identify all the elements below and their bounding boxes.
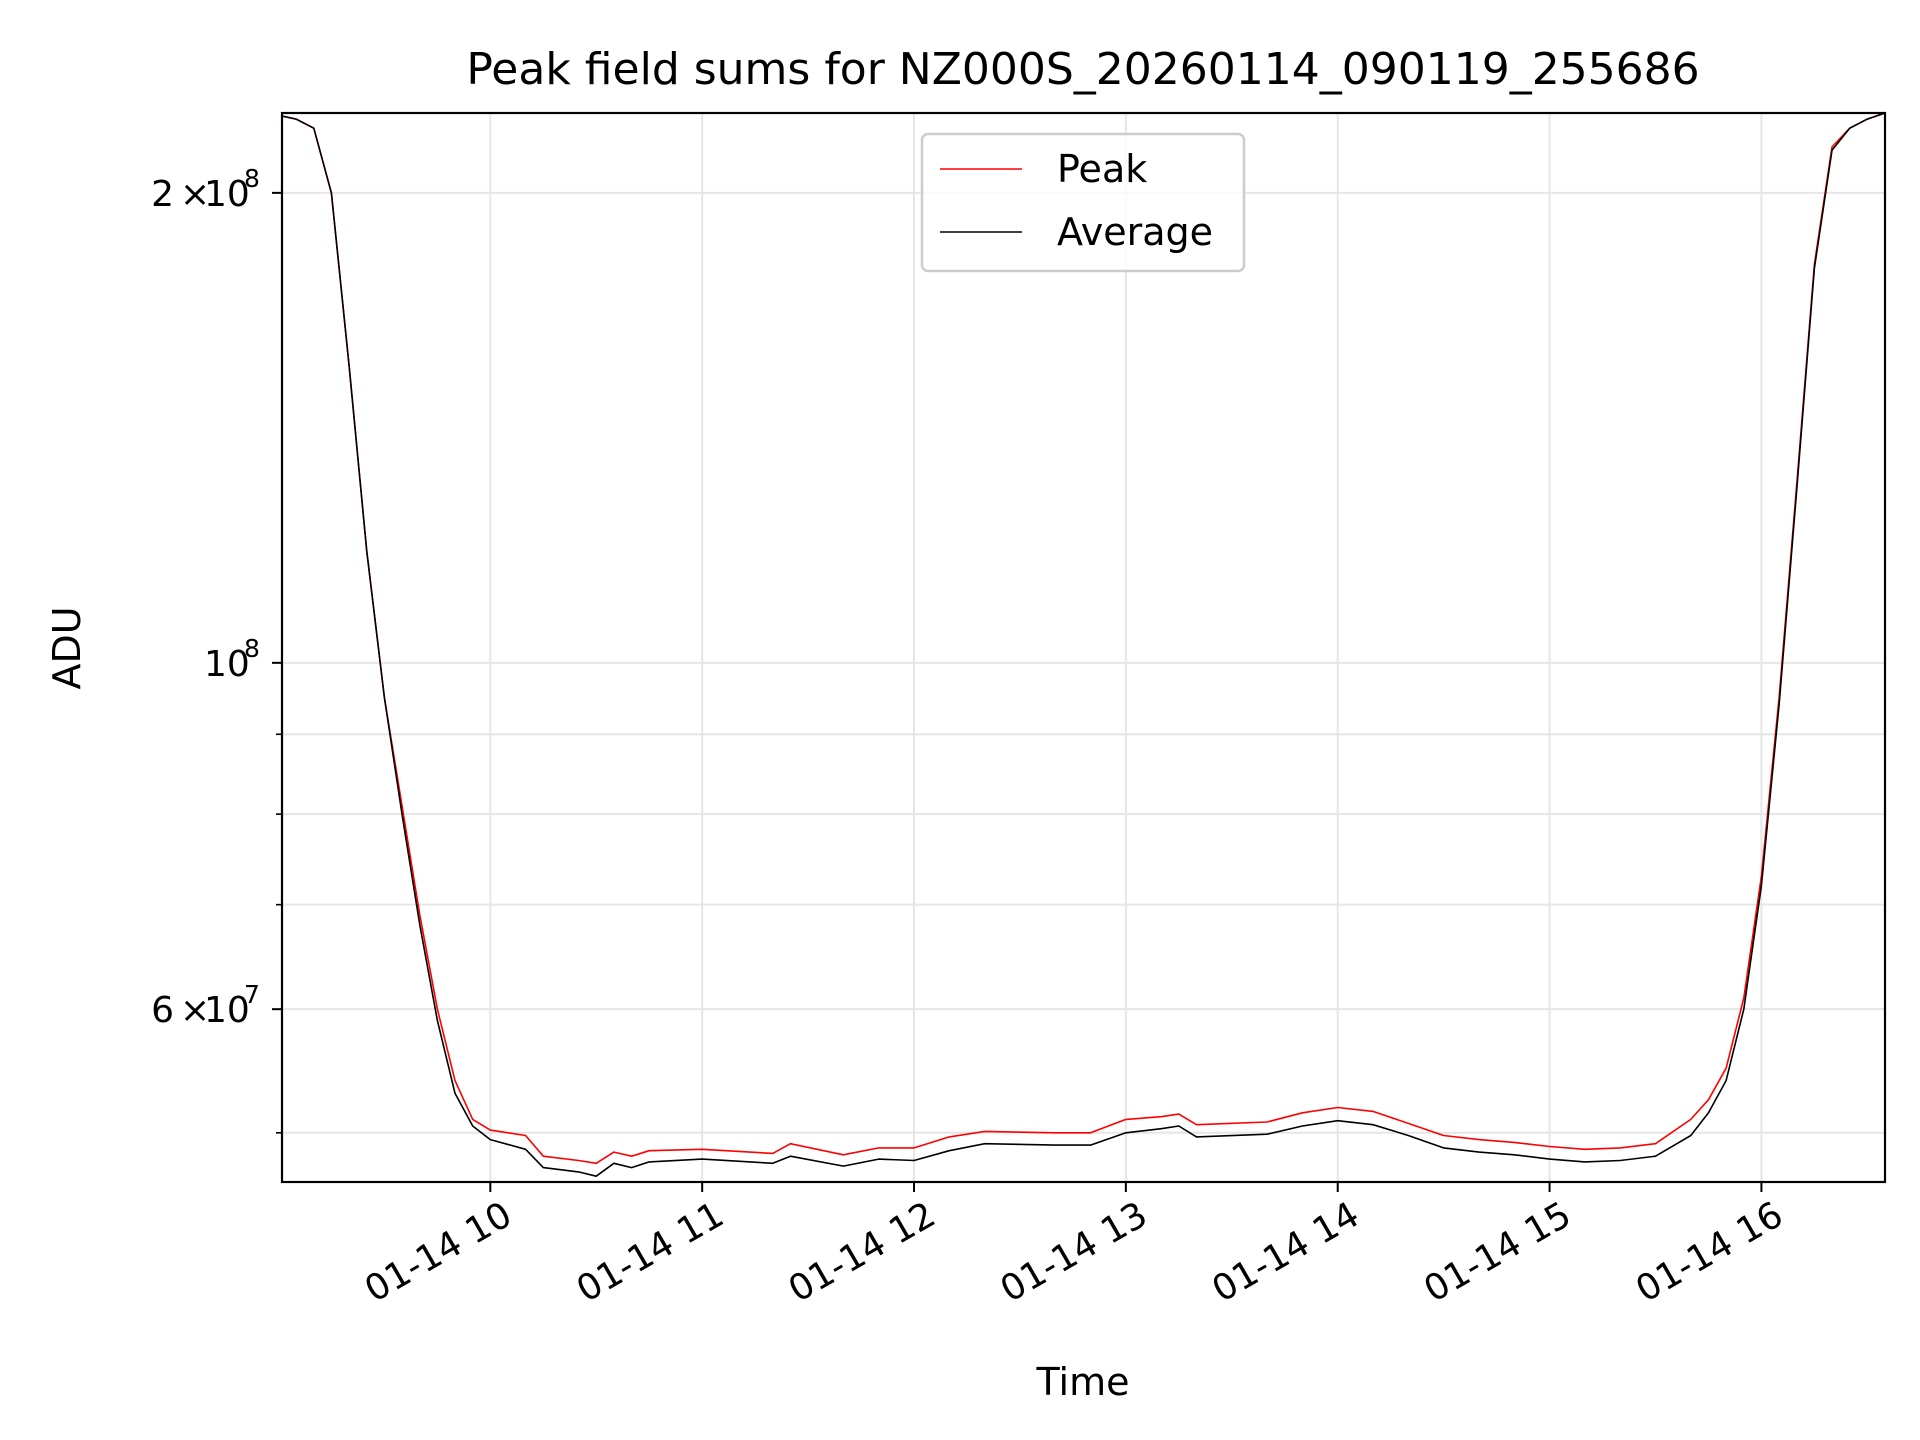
legend-label-average: Average	[1057, 210, 1213, 254]
y-tick-times: ×	[180, 990, 210, 1031]
series-line-peak	[282, 113, 1885, 1165]
y-tick-exponent: 8	[244, 164, 260, 193]
y-tick-label: 6 ×107	[151, 980, 260, 1031]
y-tick-times: ×	[180, 174, 210, 215]
series-line-average	[282, 113, 1885, 1177]
y-tick-base: 10	[204, 990, 250, 1031]
y-tick-mantissa: 6	[151, 990, 174, 1031]
y-tick-exponent: 8	[244, 634, 260, 663]
y-tick-base: 10	[204, 644, 250, 685]
legend: Peak Average	[920, 132, 1246, 273]
y-tick-exponent: 7	[244, 980, 260, 1009]
y-tick-label: 108	[204, 634, 260, 685]
axes-frame	[280, 111, 1887, 1184]
x-axis-label: Time	[1036, 1360, 1130, 1404]
y-axis-label: ADU	[45, 606, 89, 689]
chart-title: Peak field sums for NZ000S_20260114_0901…	[466, 44, 1699, 95]
legend-label-peak: Peak	[1057, 147, 1147, 191]
y-tick-base: 10	[204, 174, 250, 215]
series-layer	[282, 113, 1885, 1177]
y-tick-mantissa: 2	[151, 174, 174, 215]
y-tick-label: 2 ×108	[151, 164, 260, 215]
